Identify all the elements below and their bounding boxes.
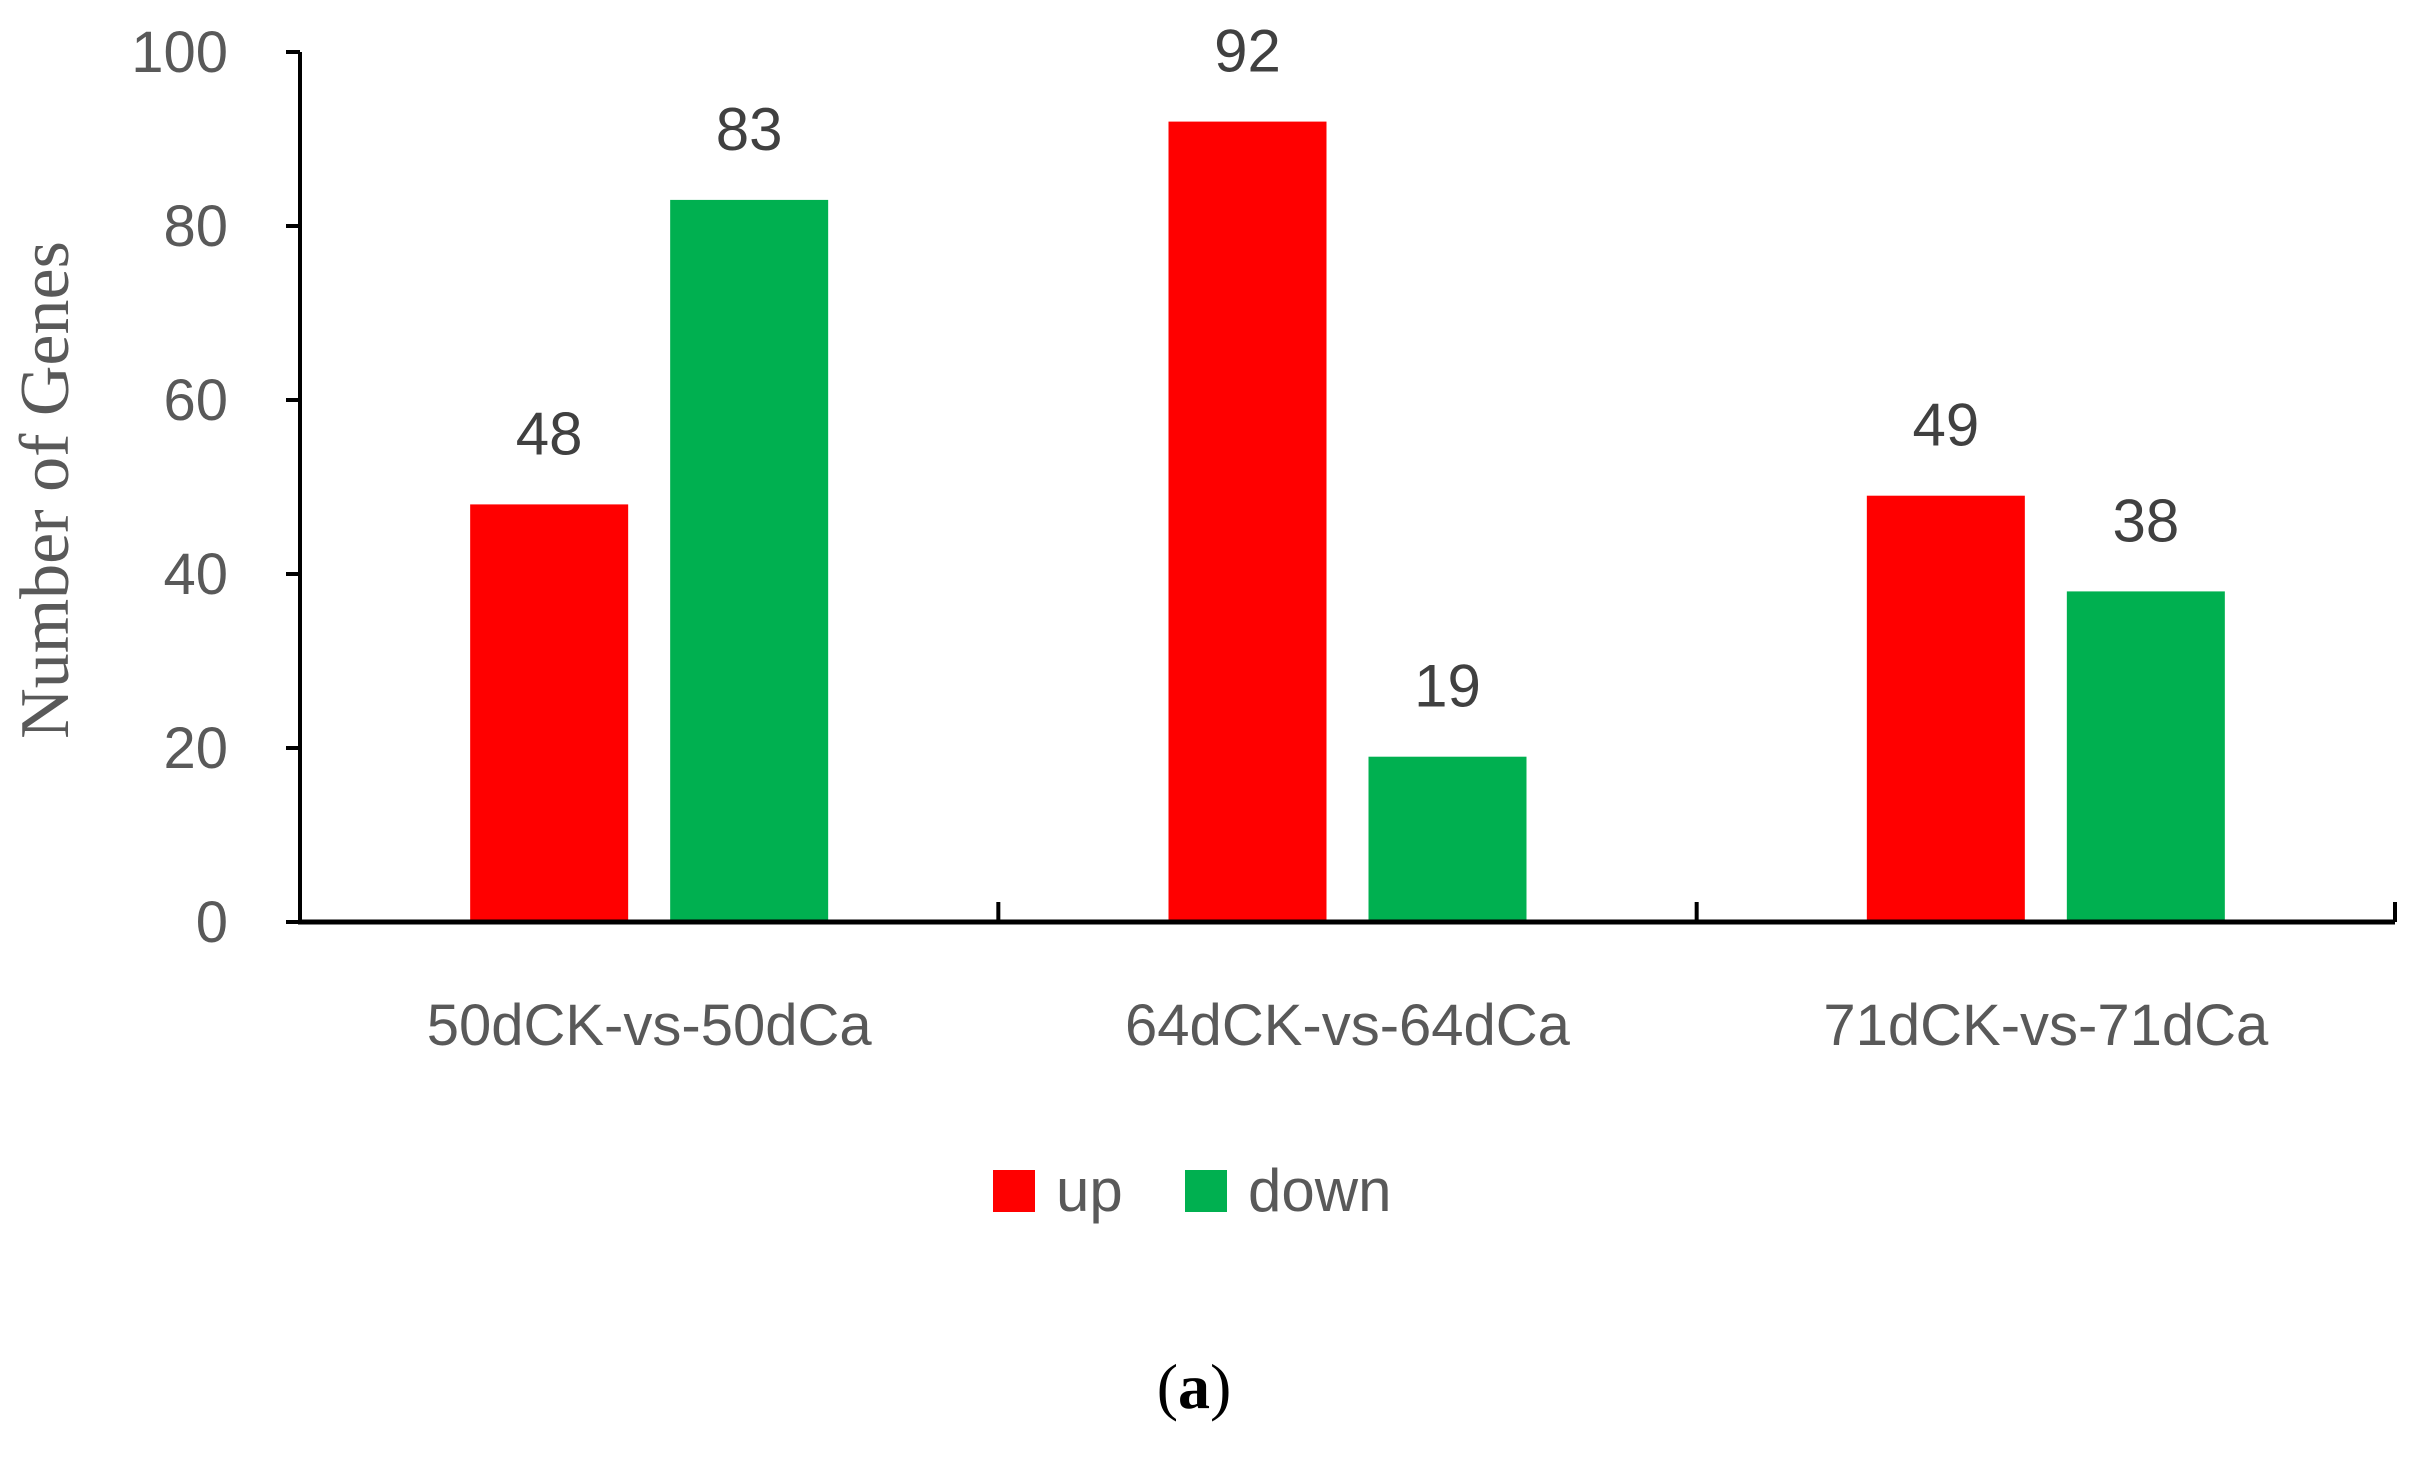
bar-down-0 bbox=[670, 199, 829, 922]
caption-close-paren: ) bbox=[1210, 1351, 1231, 1422]
bar-down-1 bbox=[1368, 756, 1527, 922]
bar-up-2 bbox=[1866, 495, 2025, 922]
y-tick-label-5: 100 bbox=[131, 20, 228, 85]
x-tick-label-1: 64dCK-vs-64dCa bbox=[1125, 993, 1571, 1058]
legend-label-down: down bbox=[1248, 1157, 1391, 1224]
figure-caption: (a) bbox=[1157, 1351, 1232, 1422]
bar-down-2 bbox=[2066, 591, 2225, 922]
data-label-up-0: 48 bbox=[516, 400, 583, 467]
bar-up-1 bbox=[1168, 121, 1327, 923]
y-tick-label-2: 40 bbox=[163, 542, 228, 607]
data-label-down-0: 83 bbox=[716, 96, 783, 163]
bar-up-0 bbox=[470, 504, 629, 922]
y-tick-label-4: 80 bbox=[163, 194, 228, 259]
data-label-up-1: 92 bbox=[1214, 18, 1281, 85]
data-label-down-2: 38 bbox=[2112, 487, 2179, 554]
x-tick-labels: 50dCK-vs-50dCa 64dCK-vs-64dCa 71dCK-vs-71d… bbox=[427, 993, 2269, 1058]
y-tick-label-3: 60 bbox=[163, 368, 228, 433]
data-label-down-1: 19 bbox=[1414, 653, 1481, 720]
y-tick-labels: 0 20 40 60 80 100 bbox=[131, 20, 228, 955]
legend-label-up: up bbox=[1056, 1157, 1123, 1224]
legend-swatch-down bbox=[1185, 1170, 1227, 1212]
data-labels-layer: 48 83 92 19 49 38 bbox=[516, 18, 2179, 720]
axes-layer bbox=[286, 50, 2397, 925]
legend: up down bbox=[993, 1157, 1391, 1224]
caption-open-paren: ( bbox=[1157, 1351, 1178, 1422]
caption-letter: a bbox=[1178, 1351, 1210, 1422]
data-label-up-2: 49 bbox=[1912, 392, 1979, 459]
legend-swatch-up bbox=[993, 1170, 1035, 1212]
bars-layer bbox=[470, 121, 2225, 923]
y-axis-label: Number of Genes bbox=[7, 241, 84, 739]
x-tick-label-2: 71dCK-vs-71dCa bbox=[1823, 993, 2269, 1058]
y-tick-label-0: 0 bbox=[196, 890, 228, 955]
x-tick-label-0: 50dCK-vs-50dCa bbox=[427, 993, 873, 1058]
y-tick-label-1: 20 bbox=[163, 716, 228, 781]
